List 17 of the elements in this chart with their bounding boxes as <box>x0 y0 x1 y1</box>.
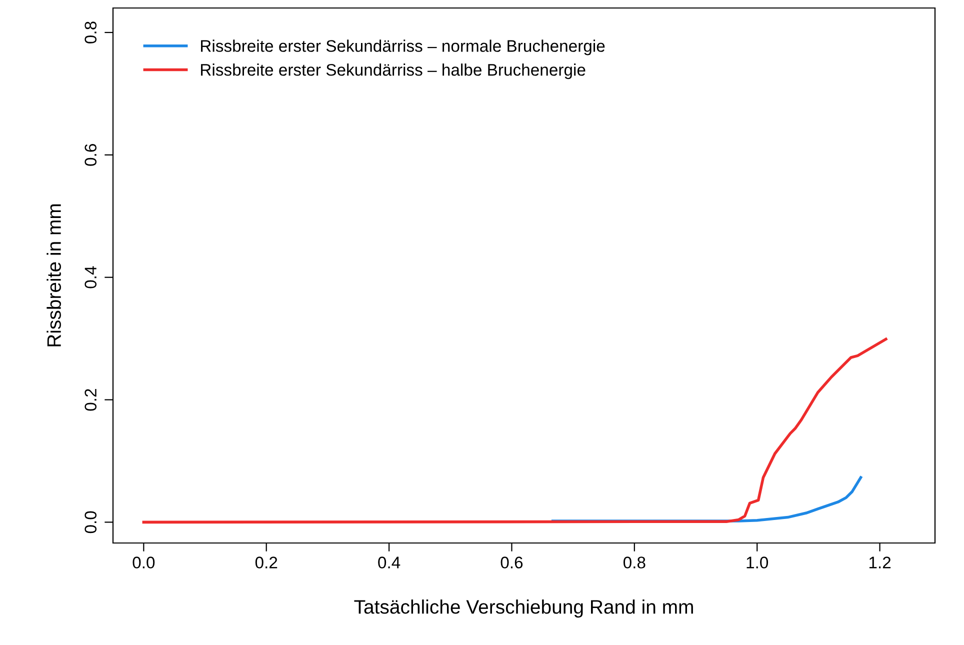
x-tick-label: 1.2 <box>869 556 891 568</box>
x-tick-label: 0.6 <box>500 556 523 568</box>
x-tick-label: 0.8 <box>623 556 646 568</box>
x-tick-label: 1.0 <box>746 556 768 568</box>
legend-label: Rissbreite erster Sekundärriss – normale Bruchenergie <box>201 40 605 56</box>
y-axis-title: Rissbreite in mm <box>46 204 61 346</box>
y-tick-label: 0.0 <box>84 511 97 534</box>
y-tick-label: 0.8 <box>84 22 97 44</box>
x-tick-label: 0.2 <box>255 556 278 568</box>
y-tick-label: 0.2 <box>84 389 97 411</box>
line-series <box>142 338 888 524</box>
legend-label: Rissbreite erster Sekundärriss – halbe Bruchenergie <box>201 64 586 80</box>
x-tick-label: 0.4 <box>378 556 400 568</box>
x-axis-title: Tatsächliche Verschiebung Rand in mm <box>354 600 693 618</box>
y-tick-label: 0.6 <box>84 144 97 166</box>
x-tick-label: 0.0 <box>132 556 155 568</box>
y-tick-label: 0.4 <box>84 266 97 288</box>
